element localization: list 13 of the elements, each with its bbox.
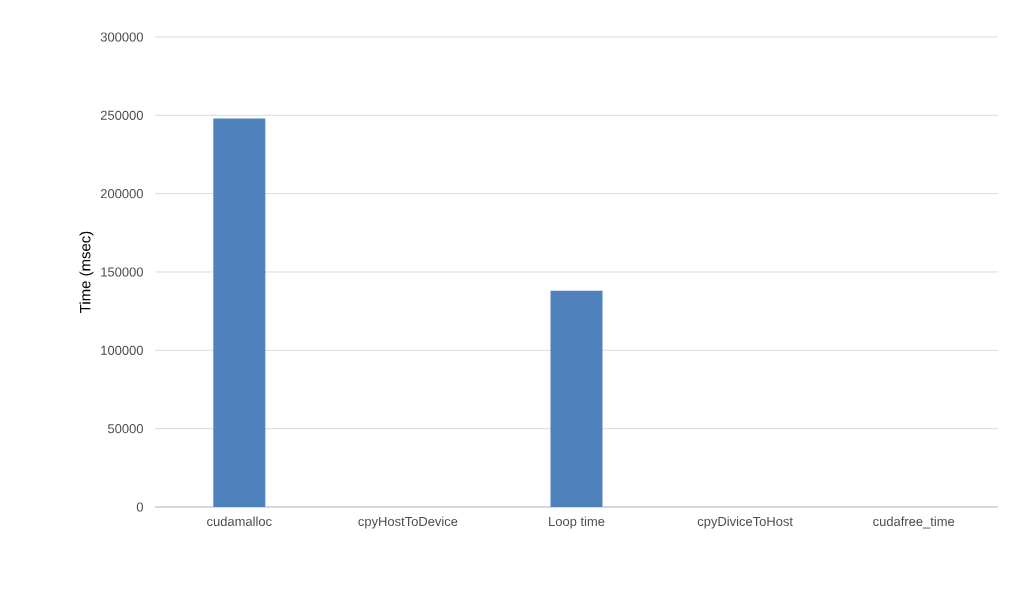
y-axis-title: Time (msec) <box>79 231 94 313</box>
y-tick-label: 300000 <box>100 32 143 42</box>
y-tick-label: 200000 <box>100 189 143 199</box>
x-tick-label: cudamalloc <box>207 516 272 527</box>
x-tick-label: cpyDiviceToHost <box>697 516 793 529</box>
y-tick-label: 100000 <box>101 345 143 355</box>
y-tick-label: 0 <box>136 502 143 512</box>
x-tick-label: cpyHostToDevice <box>358 516 458 529</box>
y-tick-label: 150000 <box>101 267 143 277</box>
y-tick-label: 50000 <box>107 424 143 434</box>
x-tick-label: Loop time <box>549 516 605 529</box>
y-tick-label: 250000 <box>100 110 143 120</box>
x-tick-label: cudafree_time <box>873 516 955 529</box>
